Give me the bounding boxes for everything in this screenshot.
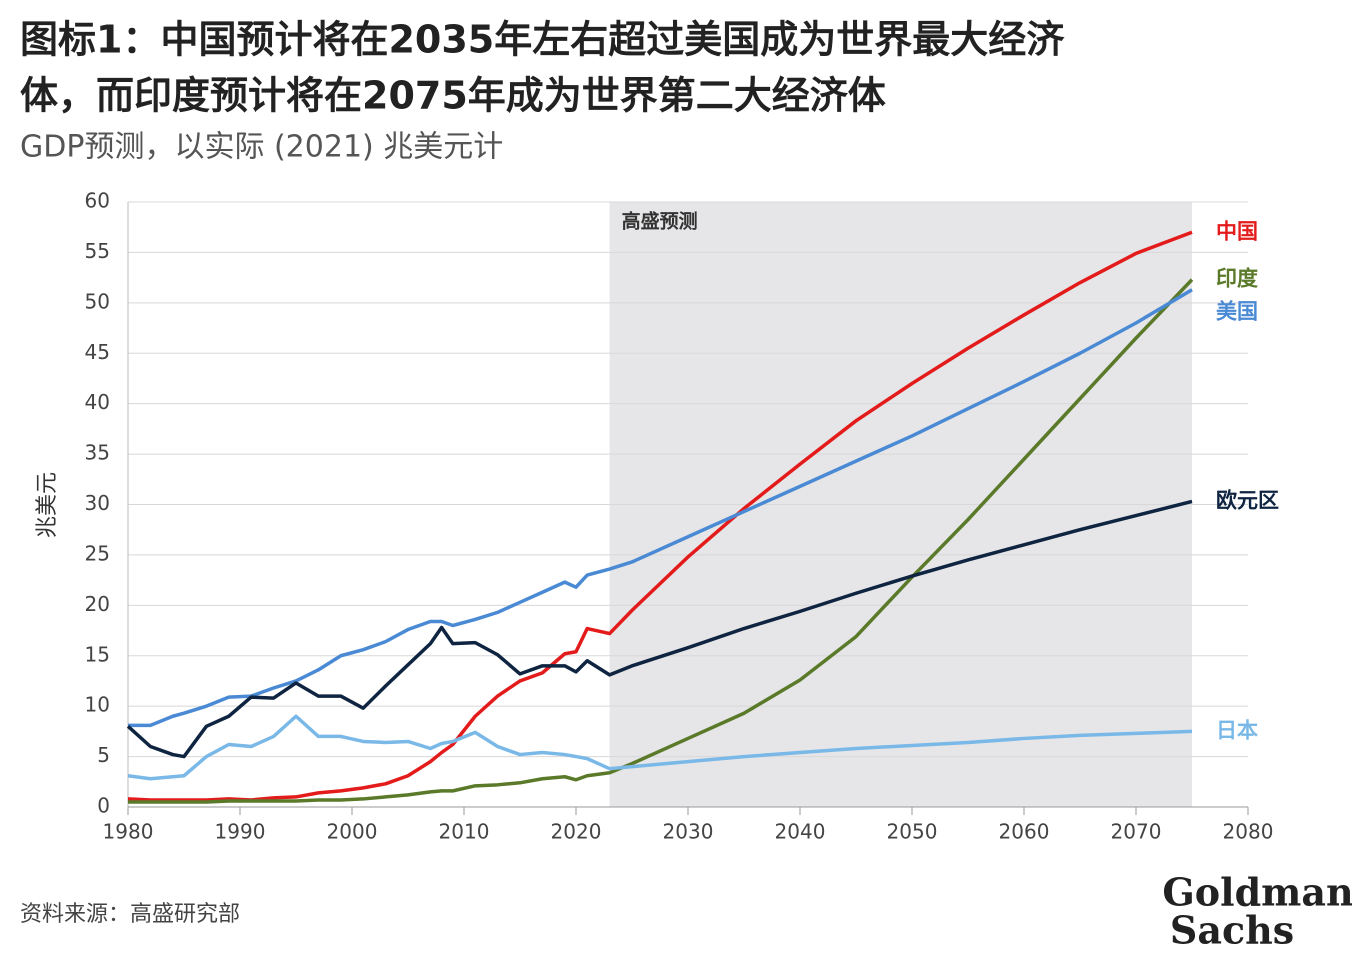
y-tick-label: 30 <box>85 491 110 515</box>
legend-label: 日本 <box>1216 718 1258 742</box>
y-tick-label: 0 <box>97 794 110 818</box>
series-line <box>126 499 1193 759</box>
x-tick-label: 2070 <box>1111 820 1162 844</box>
y-tick-label: 10 <box>85 693 110 717</box>
forecast-label: 高盛预测 <box>622 210 698 233</box>
x-tick-label: 1990 <box>215 820 266 844</box>
legend-label: 中国 <box>1216 219 1258 243</box>
y-tick-label: 45 <box>85 340 110 364</box>
y-tick-label: 5 <box>97 743 110 767</box>
x-tick-label: 2020 <box>551 820 602 844</box>
x-tick-label: 2040 <box>775 820 826 844</box>
chart-subtitle: GDP预测，以实际 (2021) 兆美元计 <box>20 130 503 165</box>
y-tick-label: 50 <box>85 289 110 313</box>
logo: Goldman <box>1162 870 1352 915</box>
chart-title: 体，而印度预计将在2075年成为世界第二大经济体 <box>20 74 886 118</box>
y-tick-label: 60 <box>85 189 110 213</box>
source: 资料来源：高盛研究部 <box>20 902 240 927</box>
legend-label: 美国 <box>1216 300 1258 324</box>
series-line <box>127 714 1193 781</box>
logo: Sachs <box>1170 908 1294 953</box>
x-tick-label: 2060 <box>999 820 1050 844</box>
series-line <box>128 278 1194 804</box>
x-tick-label: 2050 <box>887 820 938 844</box>
y-tick-label: 20 <box>85 592 110 616</box>
chart-title: 图标1：中国预计将在2035年左右超过美国成为世界最大经济 <box>20 18 1065 62</box>
x-tick-label: 1980 <box>103 820 154 844</box>
legend-label: 欧元区 <box>1216 488 1279 512</box>
series-line <box>128 288 1193 728</box>
x-tick-label: 2030 <box>663 820 714 844</box>
y-tick-label: 25 <box>85 541 110 565</box>
y-tick-label: 55 <box>85 239 110 263</box>
legend-label: 印度 <box>1216 267 1258 291</box>
y-axis-label: 兆美元 <box>35 472 60 538</box>
x-tick-label: 2010 <box>439 820 490 844</box>
x-tick-label: 2000 <box>327 820 378 844</box>
x-tick-label: 2080 <box>1223 820 1274 844</box>
y-tick-label: 40 <box>85 390 110 414</box>
y-tick-label: 35 <box>85 441 110 465</box>
y-tick-label: 15 <box>85 642 110 666</box>
